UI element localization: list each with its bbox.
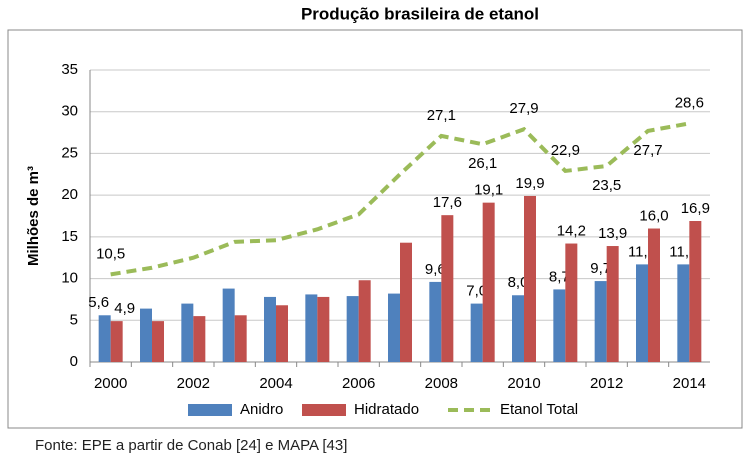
data-label: 16,9 [681, 200, 710, 217]
data-label: 5,6 [88, 294, 109, 311]
y-tick-label: 20 [61, 186, 78, 203]
bar [317, 296, 330, 362]
bar [553, 289, 566, 362]
data-label: 10,5 [96, 245, 125, 262]
legend-marker [188, 404, 232, 416]
data-label: 9,6 [425, 261, 446, 278]
y-tick-label: 15 [61, 228, 78, 245]
data-label: 26,1 [468, 155, 497, 172]
bar [346, 296, 359, 362]
x-tick-label: 2004 [259, 375, 292, 392]
y-tick-label: 0 [70, 353, 78, 370]
bar [140, 308, 152, 362]
x-tick-label: 2006 [342, 375, 375, 392]
bar [565, 243, 578, 362]
chart-title: Produção brasileira de etanol [301, 4, 539, 23]
data-label: 22,9 [551, 142, 580, 159]
bar [305, 294, 318, 362]
bar [677, 264, 690, 362]
bar [98, 315, 111, 362]
data-label: 16,0 [639, 207, 668, 224]
bar [441, 215, 454, 362]
y-tick-label: 25 [61, 144, 78, 161]
bar [689, 221, 702, 362]
bar [276, 305, 288, 362]
data-label: 27,9 [509, 100, 538, 117]
bar [594, 281, 607, 362]
bar [606, 246, 619, 362]
x-tick-label: 2008 [425, 375, 458, 392]
data-label: 19,9 [515, 175, 544, 192]
legend-label: Etanol Total [500, 401, 578, 418]
y-axis-title: Milhões de m³ [25, 166, 42, 266]
bar [388, 293, 400, 362]
legend-marker [302, 404, 346, 416]
data-label: 7,0 [466, 283, 487, 300]
bar [222, 288, 235, 362]
bar [470, 303, 483, 362]
bar [193, 316, 206, 362]
source-note: Fonte: EPE a partir de Conab [24] e MAPA… [35, 437, 347, 454]
data-label: 8,0 [508, 274, 529, 291]
y-tick-label: 35 [61, 61, 78, 78]
data-label: 14,2 [557, 223, 586, 240]
chart-frame [7, 29, 743, 429]
bar [482, 202, 495, 362]
legend-label: Anidro [240, 401, 283, 418]
bar [181, 303, 194, 362]
data-label: 17,6 [433, 194, 462, 211]
data-label: 27,1 [427, 107, 456, 124]
bar [152, 321, 164, 362]
bar [358, 280, 371, 362]
bar [234, 315, 247, 362]
data-label: 4,9 [114, 300, 135, 317]
y-tick-label: 5 [70, 311, 78, 328]
y-tick-label: 30 [61, 103, 78, 120]
x-tick-label: 2012 [590, 375, 623, 392]
bar [264, 296, 276, 362]
data-label: 13,9 [598, 225, 627, 242]
data-label: 19,1 [474, 182, 503, 199]
bar [524, 195, 536, 362]
data-label: 23,5 [592, 177, 621, 194]
data-label: 28,6 [675, 94, 704, 111]
x-tick-label: 2000 [94, 375, 127, 392]
bar [636, 264, 648, 362]
x-tick-label: 2014 [673, 375, 706, 392]
data-label: 8,7 [549, 268, 570, 285]
bar [648, 228, 660, 362]
bar [429, 281, 442, 362]
x-tick-label: 2002 [177, 375, 210, 392]
legend-label: Hidratado [354, 401, 419, 418]
bar [512, 295, 524, 362]
data-label: 27,7 [633, 142, 662, 159]
bar [400, 242, 412, 362]
data-label: 9,7 [590, 260, 611, 277]
y-tick-label: 10 [61, 270, 78, 287]
line [110, 121, 690, 277]
bar [110, 321, 123, 362]
x-tick-label: 2010 [507, 375, 540, 392]
